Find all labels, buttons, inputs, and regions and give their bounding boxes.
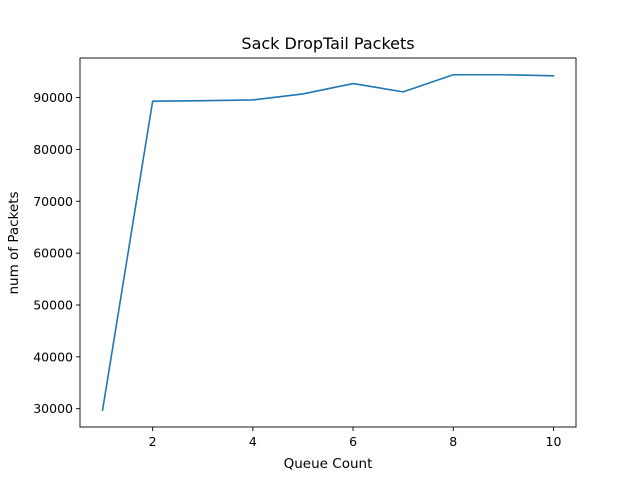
plot-area: 2 4 6 8 10 30000 40000 50000 60000 70000 80000 9000…: [33, 57, 577, 449]
x-tick-label: 4: [249, 434, 257, 449]
y-tick-label: 40000: [33, 349, 73, 364]
x-tick-label: 6: [349, 434, 357, 449]
y-tick-label: 70000: [33, 194, 73, 209]
x-tick-label: 8: [449, 434, 457, 449]
x-tick-label: 2: [149, 434, 157, 449]
y-tick-label: 50000: [33, 297, 73, 312]
y-tick-label: 90000: [33, 90, 73, 105]
chart-title: Sack DropTail Packets: [241, 34, 414, 53]
series-line-0: [101, 73, 555, 412]
y-axis-label: num of Packets: [6, 191, 22, 294]
y-tick-label: 30000: [33, 401, 73, 416]
x-tick-label: 10: [546, 434, 562, 449]
y-tick-label: 80000: [33, 142, 73, 157]
y-tick-label: 60000: [33, 246, 73, 261]
axes-frame: [79, 57, 577, 428]
x-axis-label: Queue Count: [284, 456, 373, 472]
